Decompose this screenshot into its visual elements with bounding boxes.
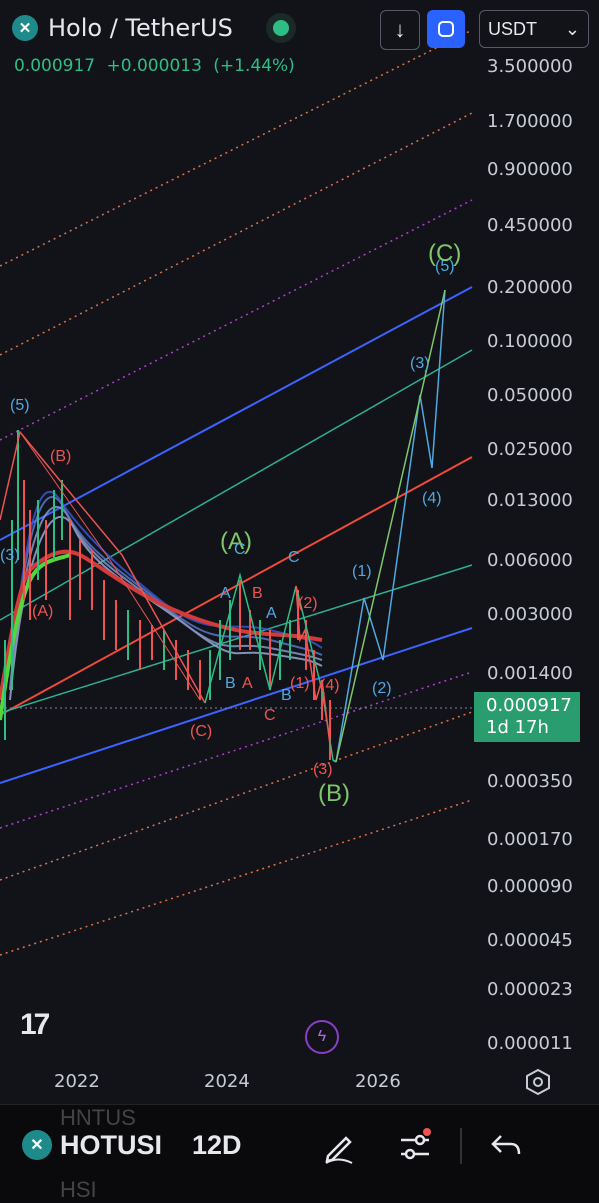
chart-settings-icon[interactable] [524, 1068, 552, 1096]
channel-line-dotted-orange-top2 [0, 29, 473, 267]
price-change-line: 0.000917 +0.000013 (+1.44%) [14, 56, 301, 76]
price-axis-label: 0.006000 [487, 550, 573, 571]
wave-label-B1: B [252, 585, 263, 602]
wave-label-w4_blue: (4) [422, 490, 442, 507]
wave-label-wA_red: (A) [32, 603, 54, 620]
price-axis-label: 0.000170 [487, 829, 573, 850]
wave-label-wC_red: (C) [190, 723, 213, 740]
ma-green [0, 553, 71, 721]
price-axis-label: 0.200000 [487, 277, 573, 298]
channel-line-red-mid [0, 456, 473, 716]
sync-icon [438, 21, 454, 37]
time-label-2022: 2022 [54, 1071, 100, 1092]
arrow-down-icon: ↓ [394, 17, 406, 42]
price-axis-label: 0.000023 [487, 979, 573, 1000]
wave-label-wB_green: (B) [318, 780, 350, 807]
wave-label-A3: A [266, 605, 277, 622]
wave-label-C1: C [234, 541, 246, 558]
bottom-toolbar: HNTUS HSI [0, 1104, 599, 1202]
wave-label-w5: (5) [10, 397, 30, 414]
channel-line-blue-top [0, 286, 473, 541]
wave-label-w3_blue: (3) [410, 355, 430, 372]
price-change: +0.000013 [106, 56, 202, 76]
wave-label-w3_red: (3) [313, 761, 333, 778]
currency-value: USDT [488, 18, 537, 39]
red-diag [19, 431, 201, 701]
bar-countdown: 1d 17h [486, 717, 549, 738]
wave-label-w4_red: (4) [320, 677, 340, 694]
ghost-symbol-bottom: HSI [60, 1177, 97, 1202]
green-c-wave [335, 289, 446, 763]
blue-impulse [335, 289, 446, 763]
price-axis-label: 0.000045 [487, 930, 573, 951]
time-label-2024: 2024 [204, 1071, 250, 1092]
price-axis-label: 0.000350 [487, 771, 573, 792]
current-price-badge: 0.000917 1d 17h [474, 692, 580, 742]
candles [4, 430, 331, 760]
pair-title: Holo / TetherUS [48, 14, 233, 42]
channel-line-dotted-orange-top [0, 112, 473, 356]
price-axis-label: 0.100000 [487, 331, 573, 352]
drawing-tool-icon[interactable] [318, 1126, 358, 1166]
price-axis-label: 1.700000 [487, 111, 573, 132]
undo-icon[interactable] [487, 1126, 527, 1166]
red-abc-wave [0, 430, 206, 704]
current-price-value: 0.000917 [486, 695, 572, 716]
price-axis-label: 0.900000 [487, 159, 573, 180]
wave-label-wA_green: (A) [220, 528, 252, 555]
symbol-header[interactable]: ✕ Holo / TetherUS [12, 14, 289, 42]
sync-button[interactable] [427, 10, 465, 48]
wave-label-w1_red: (1) [290, 675, 310, 692]
price-axis-label: 0.050000 [487, 385, 573, 406]
market-open-dot-icon [272, 20, 289, 36]
last-price: 0.000917 [14, 56, 96, 76]
scroll-to-latest-button[interactable]: ↓ [380, 10, 420, 50]
price-axis-label: 0.025000 [487, 439, 573, 460]
channel-line-green-mid [0, 349, 473, 621]
hot-logo-icon: ✕ [22, 1130, 52, 1160]
indicators-settings-icon[interactable] [395, 1126, 435, 1166]
wave-label-B3: B [281, 687, 292, 704]
wave-label-A1: A [220, 585, 231, 602]
wave-label-B2: B [225, 675, 236, 692]
price-axis-label: 0.450000 [487, 215, 573, 236]
chevron-down-icon: ⌄ [564, 18, 580, 39]
currency-select[interactable]: USDT ⌄ [479, 10, 589, 48]
channel-line-dotted-purple-low [0, 671, 473, 829]
wave-label-w1_blue: (1) [352, 563, 372, 580]
price-axis-label: 0.000011 [487, 1033, 573, 1054]
wave-label-w5_blue: (5) [435, 258, 455, 275]
channel-line-dotted-orange-low [0, 711, 473, 881]
wave-label-A2: A [242, 675, 253, 692]
ghost-symbol-top: HNTUS [60, 1105, 136, 1130]
wave-label-w3: (3) [0, 547, 20, 564]
lightning-icon[interactable]: ϟ [305, 1020, 339, 1054]
channel-line-dotted-purple-top [0, 199, 473, 441]
price-chart[interactable] [0, 0, 599, 1104]
wave-label-wC_green: (C) [428, 240, 462, 267]
price-axis-label: 0.003000 [487, 604, 573, 625]
wave-label-wB_red: (B) [50, 448, 72, 465]
wave-label-w2_blue: (2) [372, 680, 392, 697]
channel-line-dotted-orange-bottom [0, 799, 473, 956]
price-axis-label: 3.500000 [487, 56, 573, 77]
holo-logo-icon: ✕ [12, 15, 38, 41]
price-axis-label: 0.000090 [487, 876, 573, 897]
price-change-pct: (+1.44%) [213, 56, 295, 76]
price-axis-label: 0.001400 [487, 663, 573, 684]
channel-line-blue-low [0, 627, 473, 784]
price-axis-label: 0.013000 [487, 490, 573, 511]
interval-selector[interactable]: 12D [192, 1130, 242, 1160]
red-impulse [295, 585, 331, 746]
chart-area[interactable]: ✕ Holo / TetherUS 0.000917 +0.000013 (+1… [0, 0, 599, 1104]
wave-label-w2_red: (2) [298, 595, 318, 612]
wave-label-C3: C [288, 549, 300, 566]
symbol-selector[interactable]: HOTUSI [60, 1130, 163, 1160]
time-label-2026: 2026 [355, 1071, 401, 1092]
tradingview-logo-icon: 17 [20, 1008, 50, 1041]
wave-label-C2: C [264, 707, 276, 724]
toolbar-divider [460, 1128, 462, 1164]
